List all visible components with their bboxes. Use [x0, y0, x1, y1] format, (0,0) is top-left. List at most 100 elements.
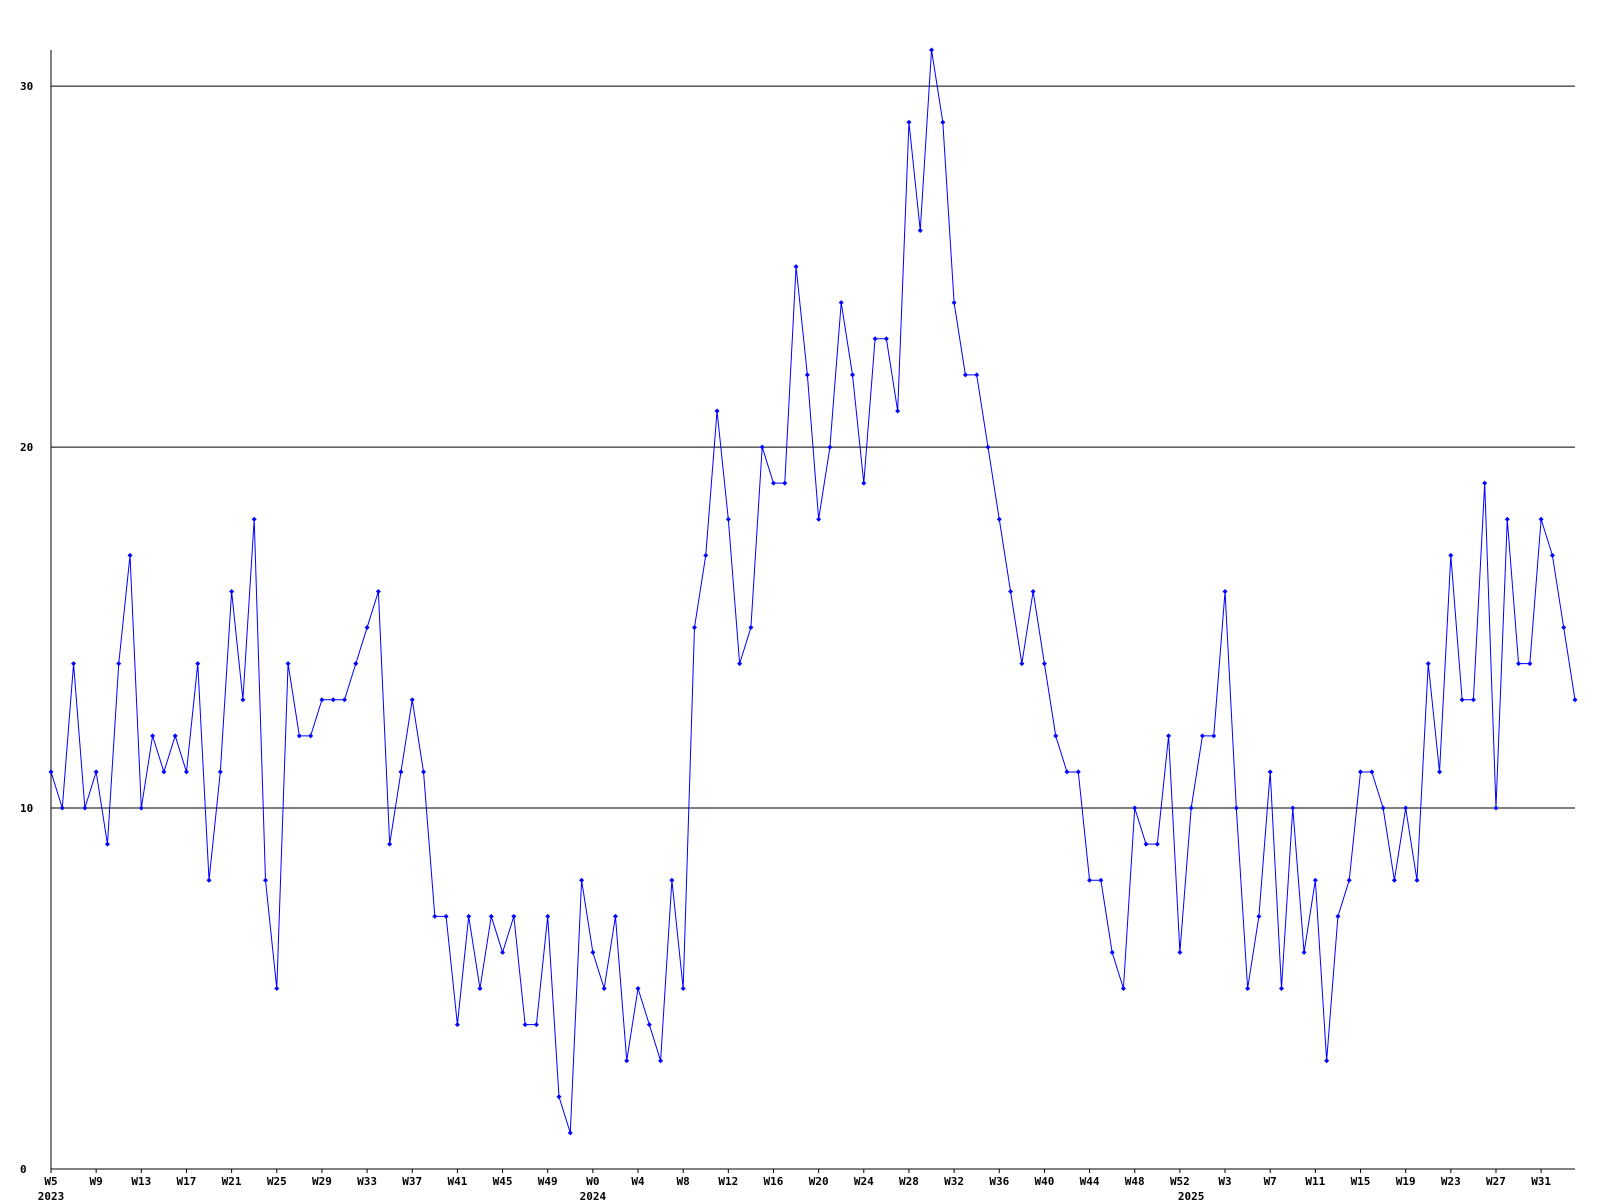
data-point: [883, 336, 889, 342]
x-tick-label: W8: [677, 1175, 690, 1188]
data-point: [590, 949, 596, 955]
data-point: [962, 372, 968, 378]
x-tick-label: W32: [944, 1175, 964, 1188]
data-point: [793, 264, 799, 270]
data-point: [522, 1022, 528, 1028]
x-tick-label: W44: [1080, 1175, 1100, 1188]
data-point: [82, 805, 88, 811]
data-point: [816, 516, 822, 522]
data-point: [330, 697, 336, 703]
x-tick-label: W27: [1486, 1175, 1506, 1188]
x-tick-label: W48: [1125, 1175, 1145, 1188]
data-point: [1324, 1058, 1330, 1064]
data-point: [195, 661, 201, 667]
data-point: [1222, 588, 1228, 594]
data-point: [59, 805, 65, 811]
data-point: [138, 805, 144, 811]
data-point: [1527, 661, 1533, 667]
x-tick-label: W13: [131, 1175, 151, 1188]
data-point: [1154, 841, 1160, 847]
data-point: [737, 661, 743, 667]
data-point: [217, 769, 223, 775]
year-label: 2024: [580, 1190, 607, 1200]
data-point: [296, 733, 302, 739]
data-point: [1459, 697, 1465, 703]
data-line: [50, 49, 1576, 1134]
data-point: [804, 372, 810, 378]
data-point: [104, 841, 110, 847]
year-label: 2025: [1178, 1190, 1205, 1200]
data-point: [669, 877, 675, 883]
data-point: [161, 769, 167, 775]
data-point: [116, 661, 122, 667]
data-point: [906, 119, 912, 125]
data-point: [838, 300, 844, 306]
x-tick-label: W17: [177, 1175, 197, 1188]
x-tick-label: W5: [44, 1175, 57, 1188]
data-point: [1041, 661, 1047, 667]
data-point: [477, 986, 483, 992]
data-point: [556, 1094, 562, 1100]
year-label: 2023: [38, 1190, 65, 1200]
data-point: [929, 47, 935, 53]
data-point: [409, 697, 415, 703]
x-tick-label: W49: [538, 1175, 558, 1188]
data-point: [454, 1022, 460, 1028]
x-tick-label: W29: [312, 1175, 332, 1188]
data-point: [895, 408, 901, 414]
data-point: [1199, 733, 1205, 739]
x-tick-label: W11: [1305, 1175, 1325, 1188]
data-point: [1504, 516, 1510, 522]
x-tick-label: W16: [764, 1175, 784, 1188]
data-point: [274, 986, 280, 992]
data-point: [680, 986, 686, 992]
data-point: [342, 697, 348, 703]
data-point: [635, 986, 641, 992]
data-point: [1358, 769, 1364, 775]
x-tick-label: W37: [402, 1175, 422, 1188]
data-point: [567, 1130, 573, 1136]
x-tick-label: W31: [1531, 1175, 1551, 1188]
data-point: [872, 336, 878, 342]
x-tick-label: W23: [1441, 1175, 1461, 1188]
data-point: [951, 300, 957, 306]
data-point: [1188, 805, 1194, 811]
data-point: [48, 769, 54, 775]
data-point: [1098, 877, 1104, 883]
data-point: [443, 913, 449, 919]
data-point: [1482, 480, 1488, 486]
data-point: [1516, 661, 1522, 667]
data-point: [1120, 986, 1126, 992]
x-tick-label: W3: [1218, 1175, 1231, 1188]
data-point: [183, 769, 189, 775]
data-point: [861, 480, 867, 486]
x-tick-label: W28: [899, 1175, 919, 1188]
data-point: [996, 516, 1002, 522]
data-point: [1064, 769, 1070, 775]
x-tick-label: W52: [1170, 1175, 1190, 1188]
data-point: [1335, 913, 1341, 919]
data-point: [1391, 877, 1397, 883]
data-point: [308, 733, 314, 739]
data-point: [1403, 805, 1409, 811]
data-point: [782, 480, 788, 486]
data-point: [1267, 769, 1273, 775]
data-point: [1561, 625, 1567, 631]
y-tick-label: 10: [20, 802, 33, 815]
data-point: [646, 1022, 652, 1028]
data-point: [93, 769, 99, 775]
x-tick-label: W9: [90, 1175, 103, 1188]
data-point: [1437, 769, 1443, 775]
data-point: [1425, 661, 1431, 667]
data-point: [1075, 769, 1081, 775]
data-point: [1177, 949, 1183, 955]
data-point: [1008, 588, 1014, 594]
data-point: [1301, 949, 1307, 955]
x-tick-label: W45: [493, 1175, 513, 1188]
data-point: [150, 733, 156, 739]
data-point: [1143, 841, 1149, 847]
data-point: [240, 697, 246, 703]
x-tick-label: W12: [718, 1175, 738, 1188]
data-point: [319, 697, 325, 703]
data-point: [251, 516, 257, 522]
